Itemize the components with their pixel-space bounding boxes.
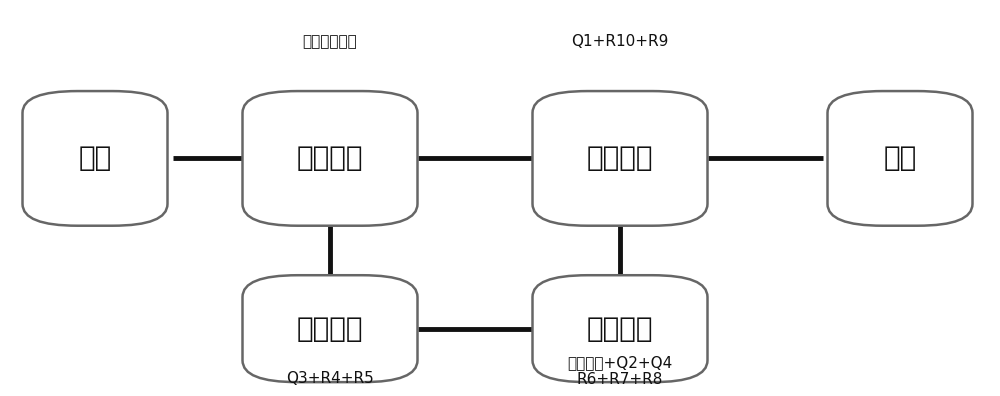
Text: 负载: 负载 xyxy=(883,145,917,172)
Text: Q3+R4+R5: Q3+R4+R5 xyxy=(286,371,374,386)
Text: 开关模块: 开关模块 xyxy=(587,145,653,172)
Text: 电流检测电阻: 电流检测电阻 xyxy=(303,34,357,49)
Text: 控制模块: 控制模块 xyxy=(587,315,653,343)
FancyBboxPatch shape xyxy=(532,91,708,226)
FancyBboxPatch shape xyxy=(532,275,708,382)
FancyBboxPatch shape xyxy=(243,275,418,382)
Text: 控制芯片+Q2+Q4
R6+R7+R8: 控制芯片+Q2+Q4 R6+R7+R8 xyxy=(567,355,673,387)
FancyBboxPatch shape xyxy=(828,91,972,226)
Text: 保护模块: 保护模块 xyxy=(297,315,363,343)
FancyBboxPatch shape xyxy=(23,91,167,226)
FancyBboxPatch shape xyxy=(243,91,418,226)
Text: Q1+R10+R9: Q1+R10+R9 xyxy=(571,34,669,49)
Text: 检测模块: 检测模块 xyxy=(297,145,363,172)
Text: 电源: 电源 xyxy=(78,145,112,172)
